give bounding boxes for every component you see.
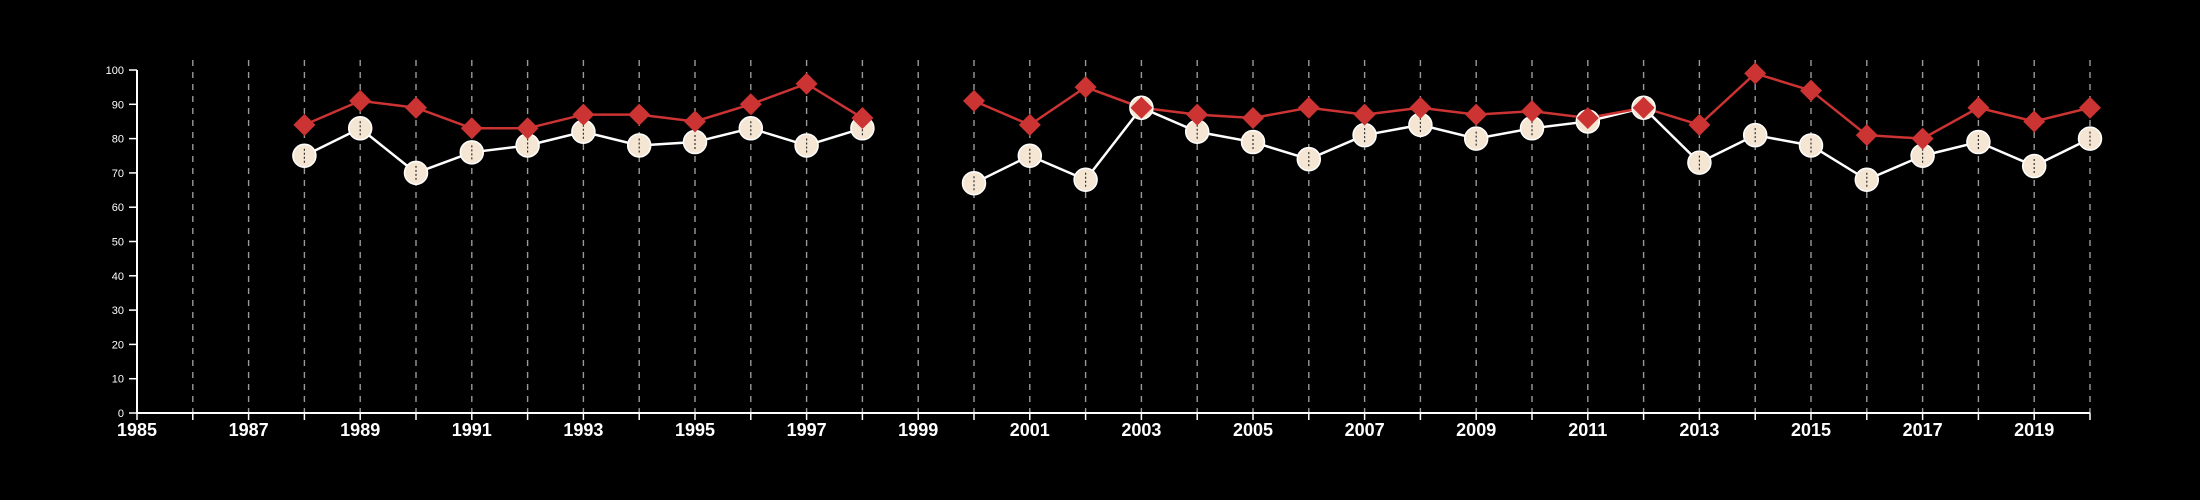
x-tick-label-2011: 2011: [1568, 420, 1607, 440]
point-diamond-1996: [739, 93, 762, 116]
point-circle-1994: [626, 133, 652, 158]
point-diamond-1997: [795, 72, 818, 95]
point-diamond-2017: [1911, 127, 1934, 150]
point-diamond-2001: [1018, 113, 1041, 136]
point-diamond-1994: [628, 103, 651, 126]
x-tick-label-1991: 1991: [452, 420, 492, 440]
point-diamond-1992: [516, 117, 539, 140]
point-circle-2007: [1352, 122, 1377, 148]
point-diamond-2006: [1297, 96, 1320, 119]
point-diamond-2007: [1353, 103, 1376, 126]
point-circle-1997: [794, 133, 819, 158]
x-tick-label-2015: 2015: [1791, 420, 1831, 440]
tick-labels: 1985 1987 1989 1991 1993 1995 1997 1999 2001 2003…: [106, 65, 2055, 440]
point-diamond-2014: [1744, 62, 1767, 85]
point-diamond-2016: [1855, 124, 1878, 147]
y-tick-label-80: 80: [112, 134, 124, 146]
x-tick-label-2001: 2001: [1010, 420, 1050, 440]
point-diamond-2015: [1800, 79, 1822, 102]
point-circle-2020: [2077, 126, 2103, 151]
point-circle-1988: [292, 143, 317, 168]
point-diamond-2018: [1967, 96, 1990, 119]
point-diamond-1988: [293, 113, 316, 136]
y-tick-label-30: 30: [112, 305, 124, 317]
point-circle-1990: [403, 160, 429, 186]
point-circle-2009: [1463, 126, 1489, 151]
point-diamond-2002: [1074, 76, 1097, 99]
point-diamond-2010: [1521, 100, 1543, 123]
point-circle-1991: [459, 140, 485, 165]
point-circle-2000: [961, 170, 987, 196]
x-tick-label-1985: 1985: [117, 420, 157, 440]
point-diamond-2009: [1465, 103, 1488, 126]
point-diamond-1991: [460, 117, 483, 140]
point-circle-2005: [1240, 129, 1266, 155]
point-circle-2014: [1742, 122, 1768, 148]
y-tick-label-70: 70: [112, 168, 124, 180]
y-tick-label-90: 90: [112, 99, 124, 111]
point-diamond-1990: [405, 96, 427, 119]
x-tick-label-2013: 2013: [1679, 420, 1719, 440]
point-diamond-2004: [1186, 103, 1209, 126]
point-circle-1989: [347, 116, 373, 141]
x-tick-label-2003: 2003: [1121, 420, 1161, 440]
x-tick-label-2007: 2007: [1345, 420, 1385, 440]
x-tick-label-1999: 1999: [898, 420, 938, 440]
point-diamond-1989: [349, 89, 372, 112]
point-circle-2013: [1687, 150, 1712, 175]
point-circle-2001: [1017, 143, 1043, 168]
point-diamond-2012: [1632, 96, 1655, 119]
point-circle-2019: [2021, 153, 2047, 179]
x-tick-label-1987: 1987: [229, 420, 269, 440]
point-diamond-2000: [963, 89, 985, 112]
series: [292, 62, 2103, 196]
point-circle-2016: [1854, 167, 1880, 193]
y-tick-label-50: 50: [112, 237, 124, 249]
point-diamond-2013: [1688, 113, 1711, 136]
point-diamond-1993: [572, 103, 595, 126]
x-tick-label-2017: 2017: [1903, 420, 1943, 440]
point-circle-2006: [1296, 146, 1322, 172]
point-circle-1995: [682, 129, 708, 155]
y-tick-label-0: 0: [118, 408, 124, 420]
x-tick-label-1989: 1989: [340, 420, 380, 440]
x-tick-label-1997: 1997: [787, 420, 827, 440]
point-circle-2018: [1966, 129, 1991, 155]
point-diamond-2011: [1576, 107, 1599, 130]
point-diamond-2005: [1242, 107, 1264, 130]
point-diamond-2019: [2023, 110, 2046, 133]
point-diamond-2008: [1409, 96, 1432, 119]
point-diamond-2003: [1130, 96, 1153, 119]
x-tick-label-1995: 1995: [675, 420, 715, 440]
point-circle-1996: [738, 116, 764, 141]
x-tick-label-2019: 2019: [2014, 420, 2054, 440]
y-tick-label-40: 40: [112, 271, 124, 283]
point-circle-2015: [1798, 133, 1824, 158]
y-tick-label-10: 10: [112, 374, 124, 386]
point-diamond-2020: [2079, 96, 2101, 119]
x-tick-label-2009: 2009: [1456, 420, 1496, 440]
y-tick-label-60: 60: [112, 202, 124, 214]
x-tick-label-1993: 1993: [563, 420, 603, 440]
y-tick-label-20: 20: [112, 339, 124, 351]
point-diamond-1998: [851, 107, 874, 130]
axes: [129, 69, 2091, 420]
x-tick-label-2005: 2005: [1233, 420, 1273, 440]
point-circle-2002: [1073, 167, 1098, 193]
point-diamond-1995: [684, 110, 706, 133]
y-tick-label-100: 100: [106, 65, 124, 77]
